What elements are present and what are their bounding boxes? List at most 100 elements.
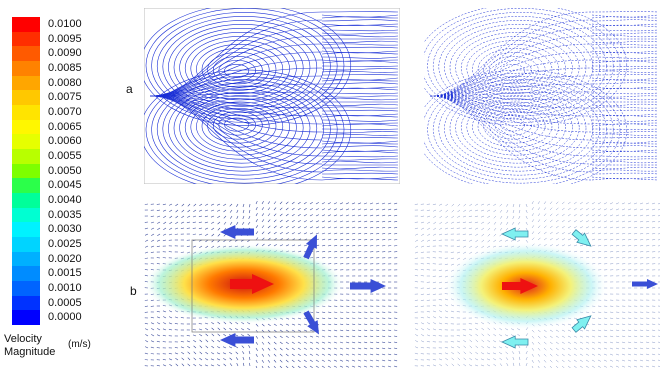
velocity-vector (151, 239, 155, 242)
velocity-vector (603, 232, 608, 235)
velocity-vector (321, 214, 326, 217)
velocity-vector (297, 317, 302, 320)
velocity-vector (345, 214, 350, 217)
colorbar-swatch (12, 178, 40, 194)
velocity-vector (567, 341, 571, 344)
velocity-vector (561, 347, 565, 351)
velocity-vector (333, 341, 338, 344)
velocity-vector (375, 347, 380, 350)
velocity-vector (369, 220, 374, 223)
streamline (591, 16, 659, 19)
streamline (149, 95, 323, 181)
velocity-vector (525, 356, 528, 361)
velocity-vector (375, 335, 380, 337)
velocity-vector (321, 238, 326, 241)
velocity-vector (633, 214, 638, 217)
velocity-vector (291, 341, 295, 344)
velocity-vector (267, 213, 271, 217)
velocity-vector (493, 327, 497, 331)
colorbar-swatch (12, 31, 40, 47)
velocity-vector (387, 341, 392, 343)
velocity-vector (273, 341, 277, 345)
velocity-vector (315, 220, 320, 223)
velocity-vector (462, 245, 467, 248)
colorbar-tick-label: 0.0095 (48, 32, 82, 45)
streamline (591, 87, 659, 91)
velocity-vector (567, 207, 571, 211)
velocity-vector (199, 351, 203, 355)
velocity-vector (303, 323, 308, 326)
velocity-vector (621, 359, 626, 362)
streamline (321, 122, 399, 125)
velocity-vector (315, 341, 320, 344)
arrow-shape (571, 229, 592, 247)
velocity-vector (627, 220, 632, 223)
velocity-vector (351, 353, 356, 356)
velocity-vector (517, 227, 521, 231)
velocity-vector (279, 225, 283, 229)
velocity-vector (603, 329, 608, 332)
velocity-vector (420, 227, 425, 230)
velocity-vector (291, 213, 295, 217)
velocity-vector (363, 239, 368, 241)
velocity-vector (615, 251, 620, 253)
colorbar-swatch (12, 295, 40, 311)
velocity-vector (492, 352, 497, 355)
velocity-vector (531, 237, 535, 241)
velocity-vector (327, 365, 331, 368)
velocity-vector (255, 359, 258, 364)
velocity-vector (375, 359, 380, 362)
velocity-vector (549, 207, 553, 211)
velocity-vector (567, 238, 572, 241)
streamline (472, 101, 560, 152)
velocity-vector (561, 213, 565, 217)
velocity-vector (567, 347, 571, 350)
velocity-vector (193, 345, 197, 349)
velocity-vector (456, 335, 461, 337)
velocity-vector (387, 335, 392, 337)
velocity-vector (381, 233, 386, 235)
velocity-vector (162, 203, 167, 206)
velocity-vector (297, 347, 301, 350)
velocity-vector (339, 257, 344, 259)
velocity-vector (499, 203, 503, 207)
velocity-vector (145, 334, 149, 337)
velocity-vector (426, 239, 431, 242)
velocity-vector (261, 341, 265, 345)
velocity-vector (144, 251, 149, 254)
velocity-vector (456, 221, 461, 224)
velocity-vector (433, 221, 437, 225)
velocity-vector (645, 365, 650, 368)
velocity-vector (144, 322, 149, 325)
velocity-vector (531, 335, 535, 339)
velocity-vector (345, 329, 350, 332)
velocity-vector (474, 322, 479, 325)
streamline (591, 95, 659, 98)
velocity-vector (549, 231, 553, 235)
velocity-vector (163, 227, 167, 231)
velocity-vector (236, 215, 239, 220)
velocity-vector (543, 335, 547, 339)
velocity-vector (573, 335, 578, 338)
velocity-vector (645, 208, 650, 211)
velocity-vector (597, 365, 601, 368)
velocity-vector (462, 233, 467, 235)
velocity-vector (321, 347, 326, 350)
streamline (207, 108, 270, 144)
streamline (591, 169, 659, 172)
streamline (321, 29, 399, 32)
velocity-vector (444, 269, 449, 272)
streamline (488, 111, 539, 140)
streamline (321, 46, 399, 49)
velocity-vector (285, 335, 289, 338)
streamline (494, 114, 532, 136)
velocity-vector (426, 311, 431, 313)
velocity-vector (438, 233, 443, 236)
velocity-vector (451, 352, 455, 355)
velocity-vector (315, 202, 319, 205)
velocity-vector (549, 238, 553, 241)
velocity-vector (175, 363, 179, 367)
velocity-vector (163, 215, 167, 218)
velocity-vector (639, 323, 644, 325)
streamline (190, 40, 290, 98)
